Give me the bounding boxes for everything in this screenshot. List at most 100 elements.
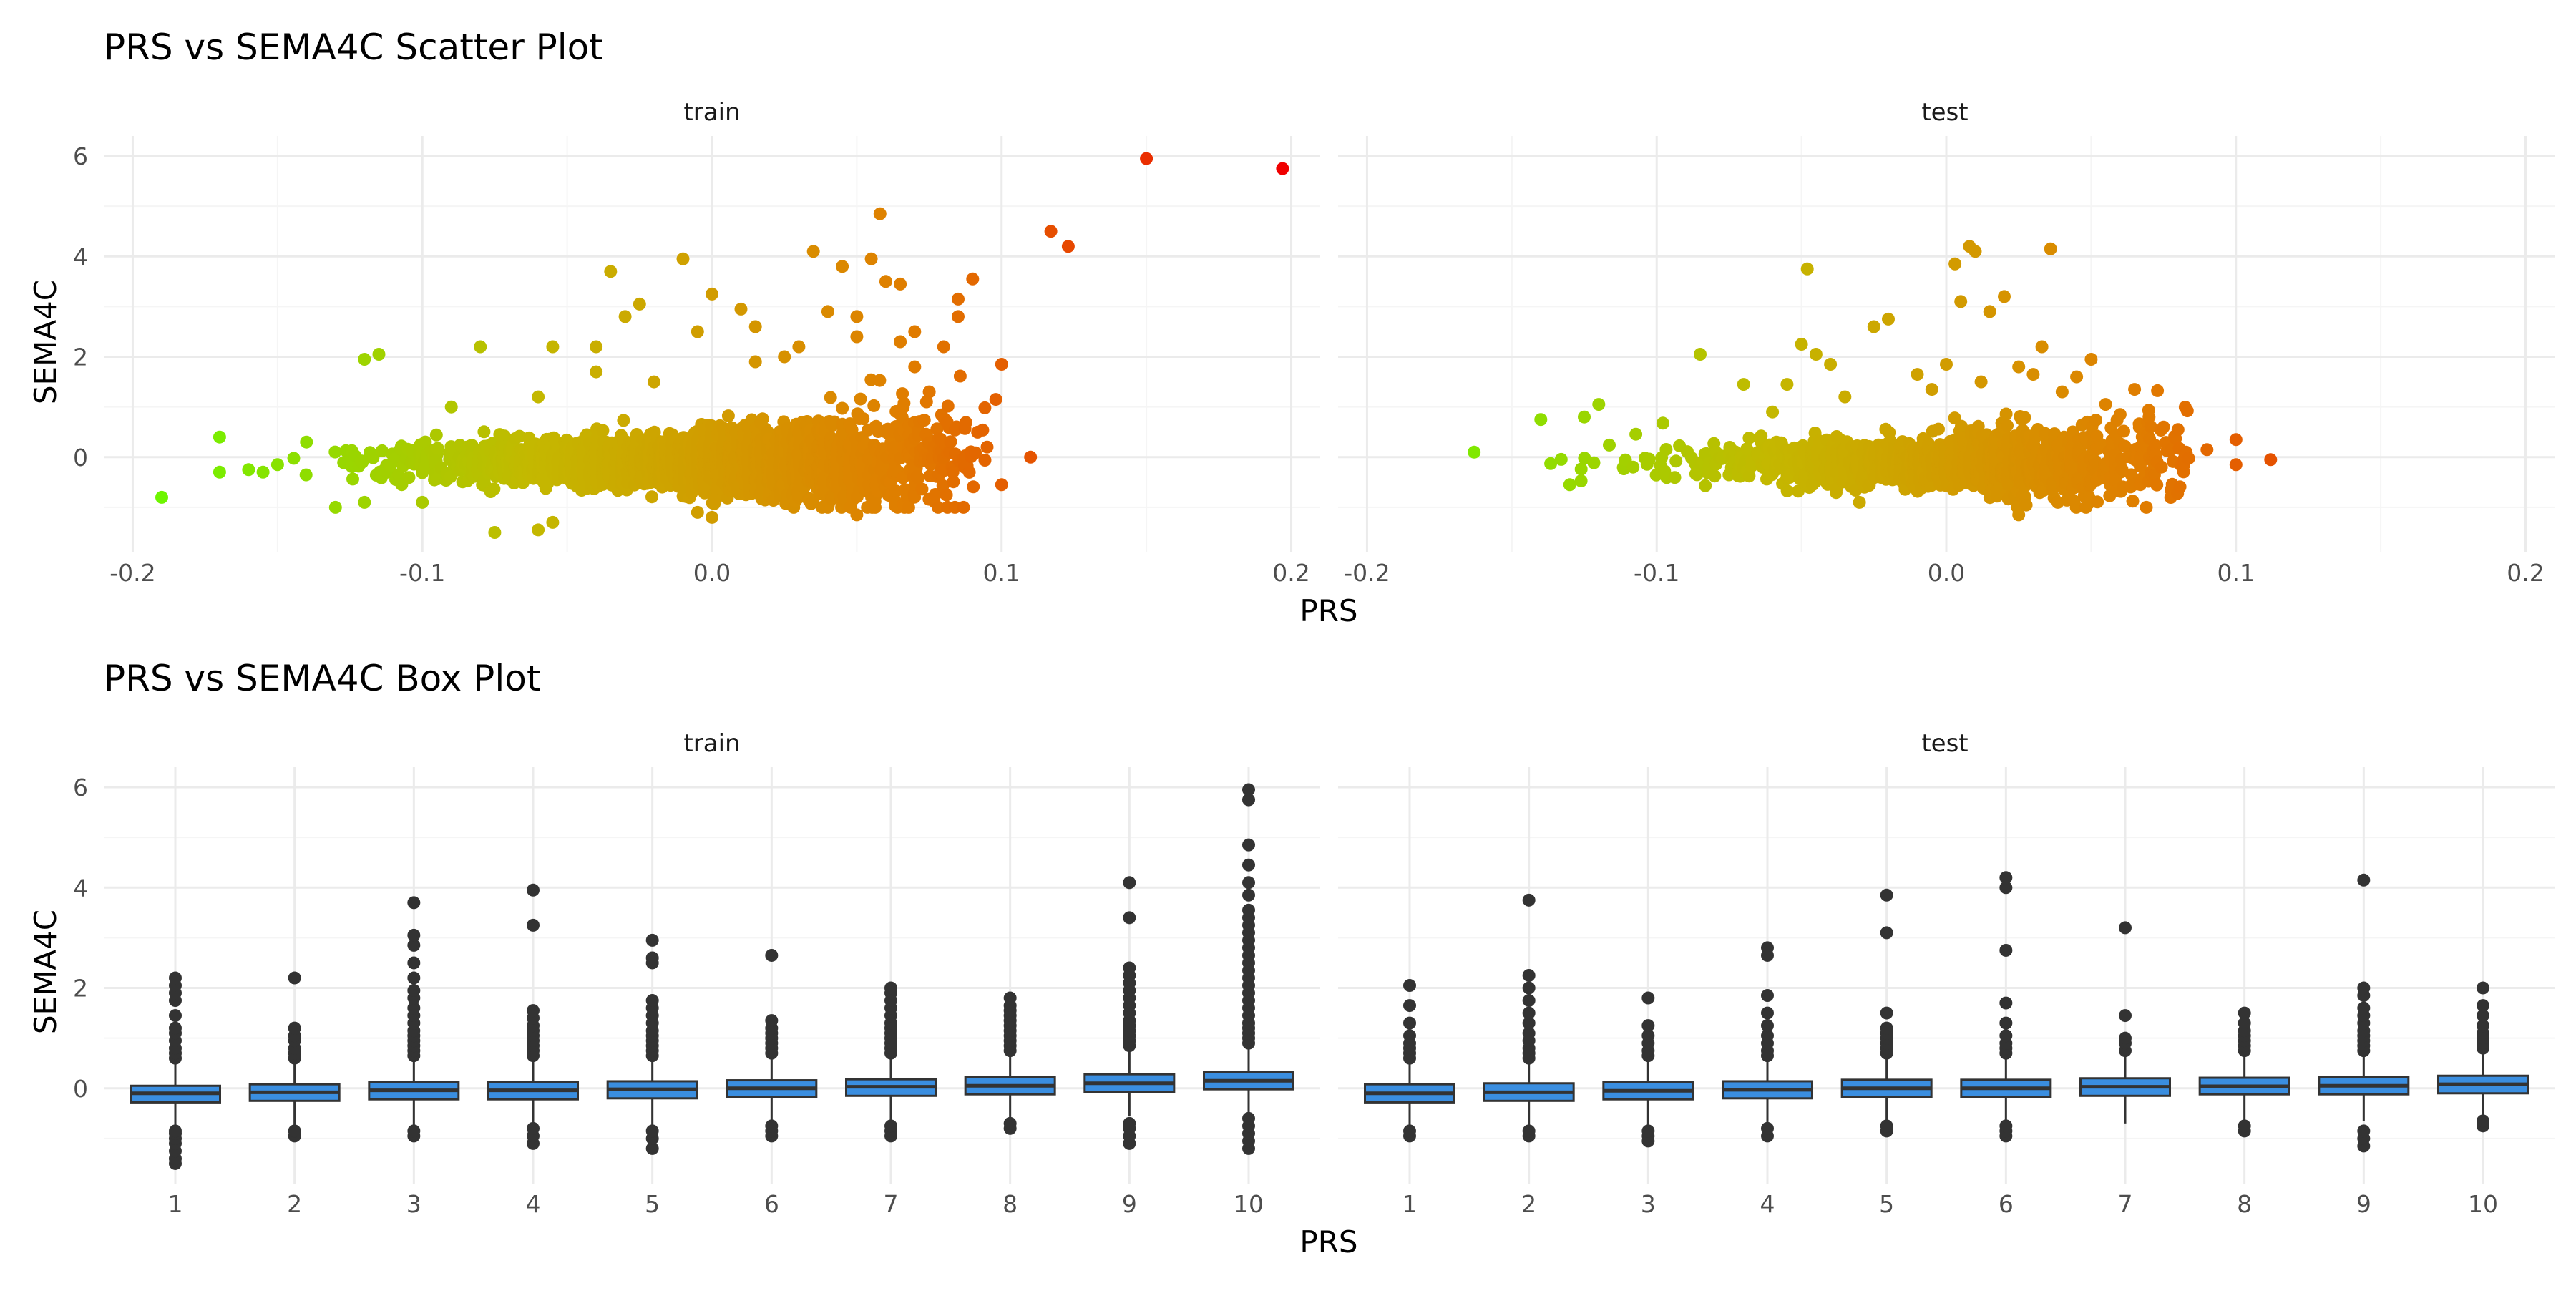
scatter-point <box>969 446 982 459</box>
x-tick-label: 7 <box>884 1190 899 1218</box>
box-outlier <box>645 1124 659 1138</box>
scatter-point <box>821 305 834 318</box>
box-outlier <box>1761 1029 1774 1043</box>
box-facet-label-test: test <box>1921 729 1968 758</box>
box-outlier <box>645 951 659 965</box>
box-5 <box>1840 888 1933 1138</box>
x-tick-label: 1 <box>168 1190 183 1218</box>
scatter-point <box>429 428 443 442</box>
scatter-point <box>617 414 630 427</box>
scatter-facet-label-train: train <box>683 98 740 127</box>
scatter-point <box>778 350 791 364</box>
box-outlier <box>2477 1009 2489 1023</box>
box-1 <box>1364 979 1455 1143</box>
scatter-point <box>2069 500 2083 514</box>
box-outlier <box>527 1121 540 1135</box>
box-outlier <box>1522 1124 1536 1138</box>
scatter-point <box>1742 469 1756 483</box>
scatter-point <box>2173 480 2187 494</box>
scatter-point <box>2151 384 2165 397</box>
scatter-point <box>792 490 806 504</box>
x-tick-label: 6 <box>764 1190 779 1218</box>
scatter-point <box>1061 240 1075 253</box>
scatter-point <box>966 272 980 286</box>
scatter-point <box>1948 257 1962 271</box>
y-tick-label: 6 <box>73 142 88 170</box>
x-tick-label: 8 <box>2237 1190 2252 1218</box>
box-outlier <box>1403 1016 1416 1030</box>
box-3 <box>1602 991 1694 1148</box>
scatter-point <box>850 508 864 522</box>
box-9 <box>2318 873 2410 1153</box>
scatter-point <box>908 490 922 504</box>
box-panel-test: 1 2 3 4 5 6 7 8 9 10 <box>1338 767 2555 1218</box>
scatter-point <box>242 463 255 477</box>
scatter-x-axis-title: PRS <box>1299 593 1357 628</box>
scatter-point <box>873 207 887 220</box>
scatter-point <box>850 330 864 344</box>
scatter-point <box>1824 358 1838 371</box>
scatter-facet-label-test: test <box>1921 98 1968 127</box>
scatter-point <box>1955 419 1968 433</box>
box-outlier <box>288 1124 301 1138</box>
box-outlier <box>1761 1019 1774 1033</box>
scatter-point <box>299 468 313 482</box>
scatter-point <box>946 465 960 479</box>
scatter-point <box>873 374 887 387</box>
scatter-point <box>416 495 429 509</box>
box-x-axis-title: PRS <box>1299 1224 1357 1260</box>
scatter-point <box>947 475 960 489</box>
box-2 <box>1483 893 1575 1143</box>
scatter-point <box>2150 478 2164 492</box>
box-outlier <box>407 896 421 910</box>
scatter-point <box>2001 419 2014 432</box>
scatter-point <box>756 412 769 426</box>
box-outlier <box>645 933 659 947</box>
scatter-point <box>1554 452 1568 466</box>
scatter-point <box>1642 452 1656 466</box>
scatter-point <box>1740 442 1754 456</box>
scatter-point <box>854 392 867 406</box>
box-7 <box>845 981 937 1143</box>
scatter-point <box>2140 500 2153 514</box>
scatter-point <box>2026 368 2040 381</box>
box-outlier <box>1242 793 1255 807</box>
box-outlier <box>527 1004 540 1018</box>
scatter-point <box>375 444 389 457</box>
scatter-point <box>2070 370 2084 384</box>
scatter-point <box>2126 495 2140 508</box>
scatter-point <box>2084 353 2098 366</box>
box-outlier <box>1641 991 1655 1005</box>
scatter-point <box>922 385 936 399</box>
scatter-point <box>213 465 226 479</box>
scatter-point <box>962 465 976 479</box>
scatter-point <box>919 395 933 409</box>
scatter-point <box>648 375 660 389</box>
x-tick-label: 1 <box>1402 1190 1418 1218</box>
x-tick-label: 8 <box>1002 1190 1018 1218</box>
box-6 <box>1960 871 2052 1143</box>
scatter-point <box>618 310 632 323</box>
x-tick-label: 0.2 <box>1272 559 1309 587</box>
box-outlier <box>765 1119 779 1133</box>
scatter-point <box>1574 462 1588 476</box>
x-tick-label: 6 <box>1999 1190 2014 1218</box>
box-2 <box>248 971 341 1143</box>
box-outlier <box>169 1009 182 1023</box>
box-outlier <box>1999 1029 2013 1043</box>
box-outlier <box>1999 1016 2013 1030</box>
box-outlier <box>1641 1124 1655 1138</box>
scatter-point <box>978 401 992 414</box>
box-outlier <box>1242 783 1255 796</box>
scatter-point <box>1932 422 1945 436</box>
scatter-point <box>1659 443 1673 456</box>
box-8 <box>2198 1006 2290 1138</box>
x-tick-label: 5 <box>645 1190 660 1218</box>
scatter-point <box>2113 408 2127 422</box>
box-outlier <box>1403 1029 1416 1043</box>
scatter-point <box>1780 484 1794 497</box>
scatter-panel-train: -0.2 -0.1 0.0 0.1 0.2 0 2 4 6 <box>73 136 1320 587</box>
scatter-point <box>1708 469 1722 483</box>
scatter-point <box>328 445 342 459</box>
scatter-panel-test: -0.2 -0.1 0.0 0.1 0.2 <box>1338 136 2555 587</box>
